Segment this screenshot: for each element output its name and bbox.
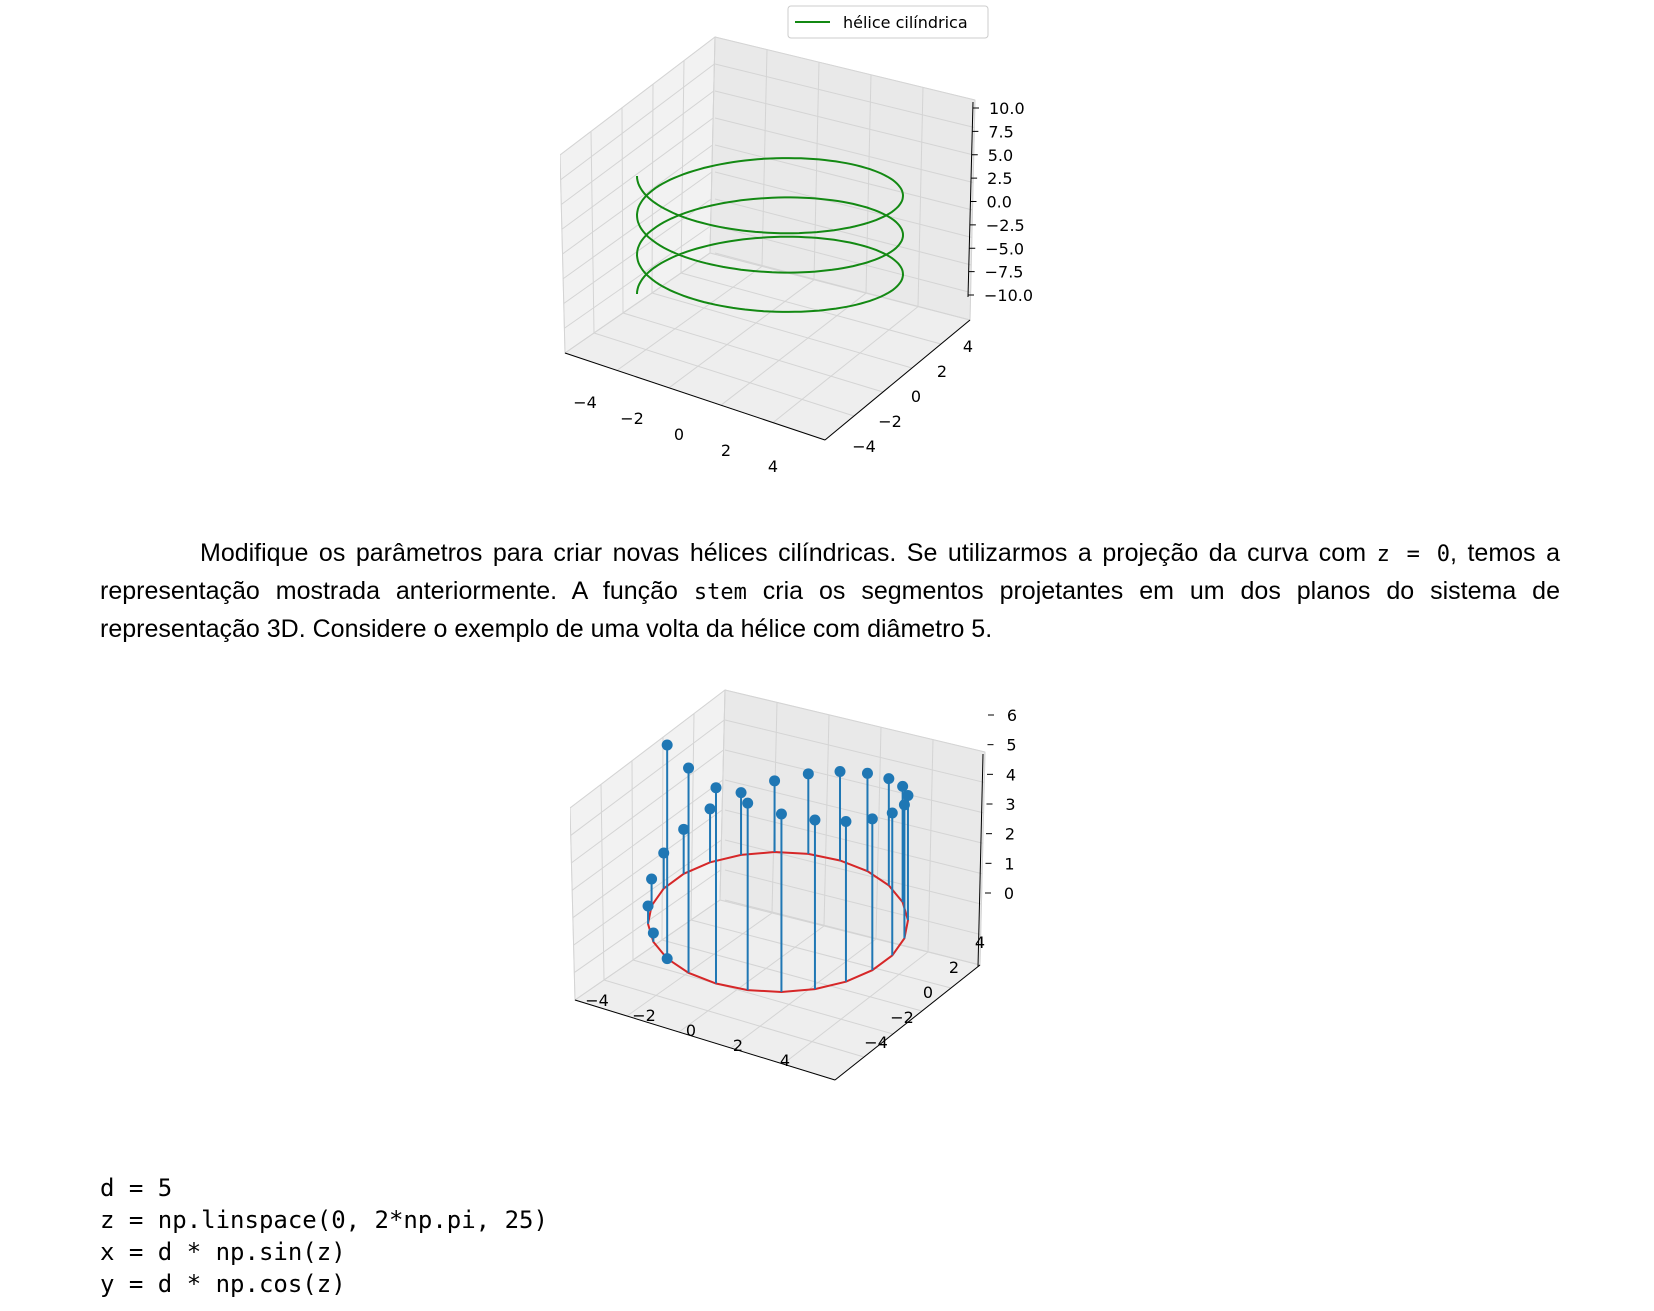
- z-tick-label: 7.5: [988, 122, 1013, 141]
- stem-marker: [646, 873, 658, 885]
- z-tick-label: 5.0: [988, 146, 1013, 165]
- stem-marker: [883, 773, 895, 785]
- code-line: d = 5: [100, 1174, 173, 1202]
- y-axis-line: [834, 964, 981, 1081]
- x-tick-label: 2: [721, 441, 731, 460]
- x-tick-label: −4: [573, 393, 597, 412]
- y-tick-label: −2: [878, 412, 902, 431]
- z-tick-label: −10.0: [984, 286, 1033, 305]
- x-axis-line: [574, 999, 836, 1081]
- z-tick-label: 5: [1006, 736, 1016, 755]
- stem-marker: [661, 953, 673, 965]
- stem-marker: [866, 813, 878, 825]
- stem-marker: [897, 780, 909, 792]
- stem-marker: [769, 775, 781, 787]
- stem-marker: [735, 787, 747, 799]
- stem-marker: [886, 807, 898, 819]
- z-tick-label: 1: [1004, 854, 1014, 873]
- y-tick-label: 0: [911, 387, 921, 406]
- x-tick-label: −4: [585, 991, 609, 1010]
- z-tick-label: −5.0: [985, 239, 1024, 258]
- stem-marker: [834, 765, 846, 777]
- z-tick-label: 2: [1005, 825, 1015, 844]
- paragraph-text-3: cria os segmentos projetantes em um dos …: [100, 577, 1560, 643]
- z-axis-line: [977, 753, 984, 968]
- x-tick-label: −2: [620, 409, 644, 428]
- stem-marker: [775, 808, 787, 820]
- y-tick-label: 2: [937, 362, 947, 381]
- code-block: d = 5 z = np.linspace(0, 2*np.pi, 25) x …: [100, 1172, 548, 1300]
- z-tick-label: 2.5: [987, 169, 1012, 188]
- stem-marker: [902, 790, 914, 802]
- stem-marker: [861, 767, 873, 779]
- y-tick-label: −4: [852, 437, 876, 456]
- inline-code-stem: stem: [693, 580, 747, 605]
- x-tick-label: −2: [632, 1006, 656, 1025]
- x-tick-label: 0: [686, 1021, 696, 1040]
- stem-marker: [683, 762, 695, 774]
- y-axis-line: [824, 319, 971, 441]
- stem-marker: [809, 814, 821, 826]
- stem-marker: [710, 782, 722, 794]
- stem-marker: [704, 803, 716, 815]
- code-line: y = d * np.cos(z): [100, 1270, 346, 1298]
- paragraph-text-2: , temos a representação mostrada anterio…: [100, 539, 1561, 605]
- y-tick-label: 4: [963, 337, 973, 356]
- y-tick-label: −4: [864, 1033, 888, 1052]
- x-tick-label: 0: [674, 425, 684, 444]
- stem-marker: [661, 739, 673, 751]
- legend: hélice cilíndrica: [787, 5, 989, 39]
- code-line: x = d * np.sin(z): [100, 1238, 346, 1266]
- helix-figure: 10.0 7.5 5.0 2.5 0.0 −2.5 −5.0 −7.5 −10.0 −4 −2 0 2 4…: [559, 0, 1120, 510]
- y-tick-label: −2: [890, 1008, 914, 1027]
- z-tick-label: 10.0: [989, 99, 1025, 118]
- z-axis-line: [967, 101, 974, 298]
- stem-marker: [742, 797, 754, 809]
- paragraph-text-1: Modifique os parâmetros para criar novas…: [200, 539, 1377, 567]
- z-tick-label: 3: [1005, 795, 1015, 814]
- stem-figure: 6 5 4 3 2 1 0 −4 −2 0 2 4 4 2 0 −2 −4: [569, 660, 1130, 1140]
- stem-marker: [678, 823, 690, 835]
- z-tick-label: 6: [1007, 706, 1017, 725]
- x-axis-line: [564, 352, 826, 441]
- tick-labels: 10.07.55.02.50.0−2.5−5.0−7.5−10.0−4−2024…: [573, 99, 1033, 476]
- z-tick-label: 4: [1006, 765, 1016, 784]
- stem-marker: [898, 799, 910, 811]
- stem-marker: [647, 927, 659, 939]
- stem-marker: [840, 815, 852, 827]
- z-tick-label: −2.5: [986, 216, 1025, 235]
- stem-series: [642, 739, 914, 994]
- body-paragraph: Modifique os parâmetros para criar novas…: [100, 535, 1560, 648]
- z-tick-label: 0: [1004, 884, 1014, 903]
- code-line: z = np.linspace(0, 2*np.pi, 25): [100, 1206, 548, 1234]
- y-tick-label: 0: [923, 983, 933, 1002]
- stem-marker: [802, 768, 814, 780]
- x-tick-label: 4: [768, 457, 778, 476]
- inline-code-z: z = 0: [1376, 542, 1450, 567]
- z-tick-label: −7.5: [985, 263, 1024, 282]
- legend-label: hélice cilíndrica: [843, 13, 968, 32]
- x-tick-label: 2: [733, 1036, 743, 1055]
- x-tick-label: 4: [780, 1051, 790, 1070]
- z-tick-label: 0.0: [987, 193, 1012, 212]
- grid-lines: [559, 36, 976, 441]
- y-tick-label: 4: [975, 933, 985, 952]
- helix-curve: [635, 157, 905, 313]
- y-tick-label: 2: [949, 958, 959, 977]
- helix-line: [635, 157, 905, 313]
- helix-plot: 10.07.55.02.50.0−2.5−5.0−7.5−10.0−4−2024…: [559, 5, 1033, 476]
- grid-lines: [569, 689, 986, 1081]
